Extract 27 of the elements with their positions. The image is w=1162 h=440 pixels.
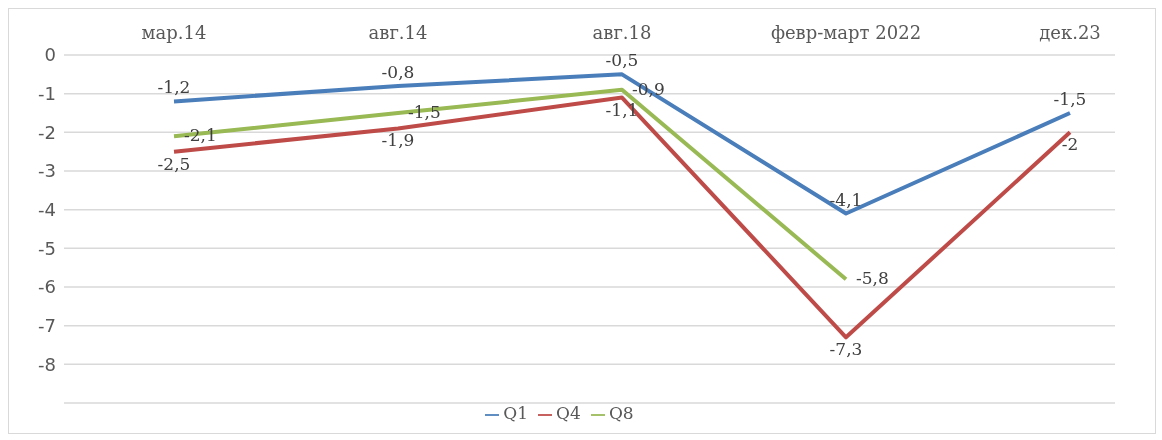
- y-tick-label: -2: [38, 121, 56, 143]
- legend-label: Q4: [556, 403, 581, 423]
- y-tick-label: -7: [38, 315, 56, 337]
- y-tick-label: 0: [44, 44, 56, 66]
- legend-label: Q8: [608, 403, 634, 423]
- data-label: -2: [1061, 134, 1079, 155]
- data-label: -1,5: [1053, 89, 1087, 109]
- x-tick-label: мар.14: [141, 22, 207, 43]
- data-label: -4,1: [829, 189, 863, 210]
- data-label: -0,5: [605, 50, 639, 71]
- legend-label: Q1: [503, 403, 529, 423]
- y-tick-label: -5: [38, 237, 56, 259]
- data-label: -0,8: [381, 61, 415, 82]
- y-tick-label: -4: [38, 199, 56, 221]
- y-tick-label: -6: [38, 276, 56, 298]
- y-tick-label: -1: [38, 83, 56, 105]
- data-label: -2,5: [157, 153, 191, 174]
- x-tick-label: дек.23: [1039, 22, 1101, 43]
- x-tick-label: авг.14: [368, 22, 428, 43]
- data-label: -1,9: [381, 130, 415, 151]
- x-tick-label: авг.18: [592, 22, 652, 43]
- x-tick-label: февр-март 2022: [770, 22, 922, 43]
- data-label: -1,2: [157, 77, 191, 98]
- y-tick-label: -8: [38, 353, 56, 375]
- data-label: -5,8: [856, 268, 889, 289]
- data-label: -7,3: [829, 339, 863, 360]
- y-tick-label: -3: [38, 160, 56, 182]
